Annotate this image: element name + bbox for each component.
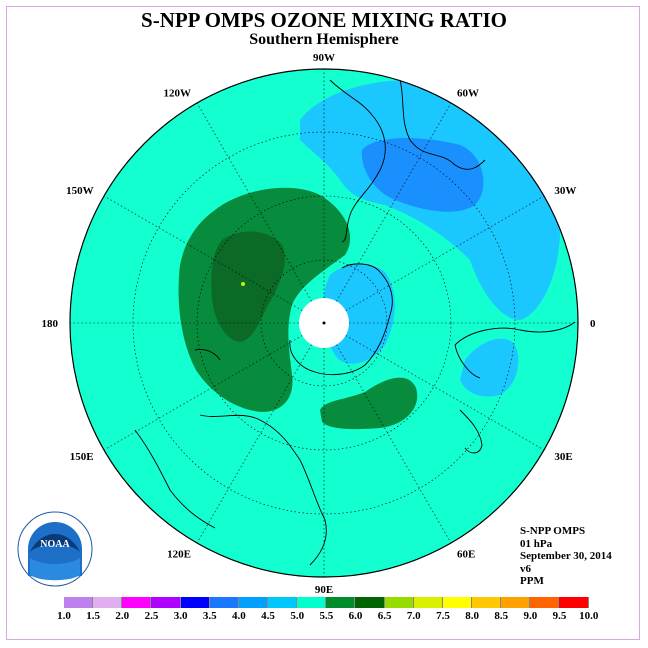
colorbar-swatch xyxy=(384,597,414,608)
ozone-max-marker xyxy=(241,282,245,286)
longitude-label: 30W xyxy=(554,185,576,197)
colorbar-swatch xyxy=(151,597,181,608)
colorbar-swatch xyxy=(180,597,210,608)
longitude-label: 120E xyxy=(167,548,191,560)
figure-title: S-NPP OMPS OZONE MIXING RATIO xyxy=(141,8,507,32)
longitude-label: 30E xyxy=(554,451,572,463)
colorbar-swatch xyxy=(326,597,356,608)
south-pole-marker xyxy=(322,321,326,325)
figure-subtitle: Southern Hemisphere xyxy=(249,31,399,48)
noaa-logo: NOAA xyxy=(17,511,93,587)
longitude-label: 150W xyxy=(66,185,94,197)
ozone-contour-dark-green xyxy=(211,231,285,342)
longitude-label: 150E xyxy=(70,451,94,463)
instrument-label: S-NPP OMPS xyxy=(520,525,586,537)
colorbar-tick-label: 3.0 xyxy=(173,610,188,622)
longitude-label: 180 xyxy=(42,318,59,330)
colorbar-swatch xyxy=(530,597,560,608)
colorbar-swatch xyxy=(501,597,531,608)
colorbar-swatch xyxy=(297,597,327,608)
units-label: PPM xyxy=(520,575,544,587)
colorbar-tick-label: 1.0 xyxy=(57,610,71,622)
colorbar-tick-label: 3.5 xyxy=(202,610,217,622)
version-label: v6 xyxy=(520,562,531,575)
ozone-contour-green-east xyxy=(320,377,418,430)
colorbar-tick-label: 9.0 xyxy=(523,610,538,622)
colorbar-tick-labels: 1.0 1.5 2.0 2.5 3.0 3.5 4.0 4.5 5.0 5.5 6.0 6.5 7.0 7… xyxy=(0,610,648,624)
colorbar-swatch xyxy=(238,597,268,608)
colorbar-swatch xyxy=(209,597,239,608)
longitude-labels: 90W 60W 30W 0 30E 60E 90E 120E 150E 180 150W 120W xyxy=(42,52,597,596)
longitude-label: 90E xyxy=(315,584,333,596)
colorbar-tick-label: 2.0 xyxy=(115,610,130,622)
colorbar-tick-label: 9.5 xyxy=(552,610,567,622)
colorbar-swatch xyxy=(64,597,94,608)
colorbar-swatch xyxy=(471,597,502,608)
longitude-label: 120W xyxy=(164,88,192,100)
colorbar-swatch xyxy=(355,597,385,608)
colorbar-tick-label: 6.0 xyxy=(348,610,363,622)
figure-frame xyxy=(6,6,640,640)
latitude-circles xyxy=(132,131,516,515)
coastlines xyxy=(134,79,576,566)
info-block: S-NPP OMPS 01 hPa September 30, 2014 v6 … xyxy=(520,525,612,588)
colorbar-swatch xyxy=(93,597,123,608)
colorbar-swatch xyxy=(122,597,152,608)
longitude-label: 60E xyxy=(457,548,475,560)
ozone-contour-light-blue-east xyxy=(460,338,519,397)
colorbar-tick-label: 4.5 xyxy=(261,610,275,622)
map-boundary xyxy=(69,68,579,578)
colorbar-tick-label: 10.0 xyxy=(579,610,599,622)
colorbar-tick-label: 8.0 xyxy=(465,610,479,622)
longitude-label: 0 xyxy=(590,318,596,330)
colorbar-swatch xyxy=(413,597,443,608)
colorbar-swatch xyxy=(267,597,298,608)
colorbar-tick-label: 1.5 xyxy=(86,610,101,622)
colorbar-tick-label: 5.0 xyxy=(290,610,305,622)
longitude-label: 60W xyxy=(457,88,479,100)
colorbar-tick-label: 2.5 xyxy=(144,610,159,622)
colorbar-swatch xyxy=(442,597,472,608)
ozone-contour-blue-core xyxy=(361,138,484,212)
colorbar xyxy=(64,597,589,608)
colorbar-tick-label: 8.5 xyxy=(494,610,509,622)
colorbar-tick-label: 4.0 xyxy=(232,610,246,622)
pressure-level-label: 01 hPa xyxy=(520,537,553,550)
colorbar-tick-label: 6.5 xyxy=(377,610,392,622)
date-label: September 30, 2014 xyxy=(520,550,612,562)
noaa-logo-text: NOAA xyxy=(40,539,70,550)
colorbar-tick-label: 5.5 xyxy=(319,610,334,622)
colorbar-tick-label: 7.0 xyxy=(406,610,421,622)
colorbar-swatch xyxy=(559,597,589,608)
longitude-label: 90W xyxy=(313,52,335,64)
colorbar-tick-label: 7.5 xyxy=(436,610,450,622)
